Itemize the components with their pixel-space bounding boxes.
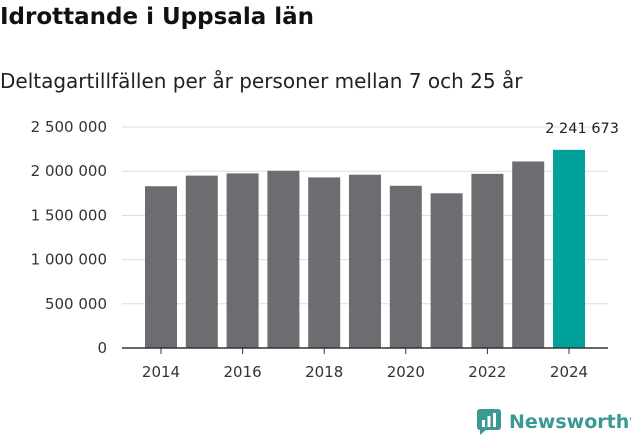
bar-2015 <box>185 175 218 348</box>
newsworthy-logo: Newsworthy <box>476 408 631 436</box>
y-tick-label: 500 000 <box>45 295 107 313</box>
x-tick-label: 2014 <box>142 363 180 381</box>
x-tick-label: 2022 <box>468 363 506 381</box>
x-tick-label: 2020 <box>387 363 425 381</box>
brand-name: Newsworthy <box>509 411 631 433</box>
y-tick-label: 2 000 000 <box>31 162 107 180</box>
bar-2017 <box>267 170 300 348</box>
bar-2024 <box>553 149 585 348</box>
x-tick-label: 2016 <box>224 363 262 381</box>
bar-2019 <box>349 174 381 348</box>
bar-chart: 0 500 000 1 000 000 1 500 000 2 000 000 2 500… <box>31 118 619 381</box>
bar-2021 <box>430 193 463 348</box>
data-label-2024: 2 241 673 <box>545 121 619 137</box>
x-tick-label: 2018 <box>305 363 343 381</box>
bar-2018 <box>308 177 341 348</box>
chart-title: Idrottande i Uppsala län <box>0 4 315 30</box>
bar-chart-bubble-icon <box>477 409 501 435</box>
bar-2016 <box>226 173 259 348</box>
chart-subtitle: Deltagartillfällen per år personer mella… <box>0 69 523 93</box>
y-tick-label: 0 <box>97 339 107 357</box>
y-tick-label: 1 000 000 <box>31 251 107 269</box>
bar-2022 <box>471 173 504 348</box>
y-tick-label: 1 500 000 <box>31 206 107 224</box>
bar-2014 <box>145 186 177 348</box>
bar-2020 <box>389 185 422 348</box>
bar-2023 <box>512 161 545 348</box>
x-tick-label: 2024 <box>550 363 588 381</box>
y-tick-label: 2 500 000 <box>31 118 107 136</box>
